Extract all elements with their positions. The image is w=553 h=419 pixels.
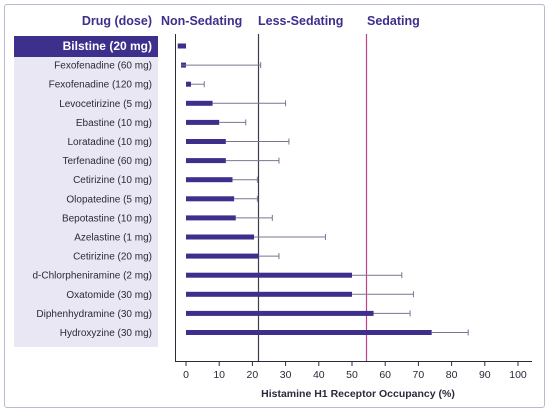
drug-dose-header: Drug (dose) <box>82 14 152 28</box>
zone-label-sedating: Sedating <box>367 14 420 28</box>
category-label: Fexofenadine (120 mg) <box>49 80 152 91</box>
bar <box>186 291 352 297</box>
category-label: Cetirizine (10 mg) <box>73 175 152 186</box>
x-tick-label: 60 <box>379 369 391 381</box>
category-label: Cetirizine (20 mg) <box>73 252 152 263</box>
bar <box>186 139 226 144</box>
highlight-label-bg <box>14 36 158 57</box>
bar <box>186 119 220 125</box>
zone-label-less-sedating: Less-Sedating <box>258 14 343 28</box>
bar <box>186 310 374 316</box>
category-label: Diphenhydramine (30 mg) <box>36 309 152 320</box>
category-label: Oxatomide (30 mg) <box>66 290 152 301</box>
bar <box>177 43 186 49</box>
category-label: Bepotastine (10 mg) <box>62 213 152 224</box>
category-label: Levocetirizine (5 mg) <box>59 99 152 110</box>
category-label: Hydroxyzine (30 mg) <box>60 328 152 339</box>
bar <box>186 100 213 106</box>
category-label: Olopatedine (5 mg) <box>66 194 152 205</box>
x-tick-label: 0 <box>183 369 189 381</box>
x-tick-label: 20 <box>247 369 259 381</box>
x-tick-label: 40 <box>313 369 325 381</box>
x-axis-title: Histamine H1 Receptor Occupancy (%) <box>261 388 455 400</box>
category-label: d-Chlorpheniramine (2 mg) <box>33 271 153 282</box>
x-tick-label: 50 <box>346 369 358 381</box>
bar <box>186 177 233 183</box>
x-tick-label: 70 <box>413 369 425 381</box>
bar <box>186 234 255 240</box>
x-tick-label: 90 <box>479 369 491 381</box>
x-tick-label: 100 <box>509 369 527 381</box>
bar <box>186 81 191 87</box>
bar <box>186 158 226 164</box>
x-tick-label: 10 <box>213 369 225 381</box>
x-tick-label: 80 <box>446 369 458 381</box>
category-label: Loratadine (10 mg) <box>68 137 153 148</box>
category-label: Terfenadine (60 mg) <box>63 156 153 167</box>
bar <box>186 196 235 202</box>
bar <box>186 215 236 221</box>
label-panel <box>14 57 158 347</box>
category-label: Ebastine (10 mg) <box>76 118 152 129</box>
bar <box>186 330 432 335</box>
category-label: Azelastine (1 mg) <box>74 233 152 244</box>
x-tick-label: 30 <box>280 369 292 381</box>
category-label: Bilstine (20 mg) <box>63 39 152 53</box>
category-label: Fexofenadine (60 mg) <box>54 61 152 72</box>
bar <box>186 253 260 259</box>
bar <box>186 272 352 278</box>
zone-label-non-sedating: Non-Sedating <box>161 14 242 28</box>
